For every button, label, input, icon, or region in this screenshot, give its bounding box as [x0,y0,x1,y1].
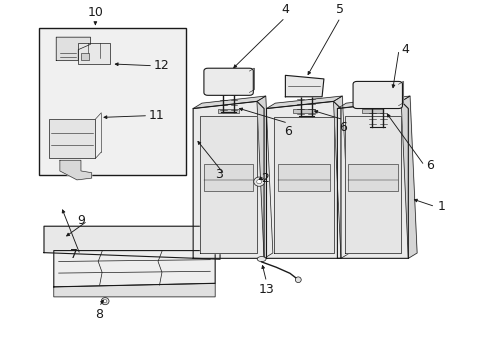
Ellipse shape [253,177,264,186]
Ellipse shape [101,298,109,305]
Polygon shape [54,251,215,287]
Text: 4: 4 [281,3,288,16]
Bar [362,109,383,113]
Polygon shape [257,96,272,258]
Polygon shape [266,102,340,258]
Polygon shape [54,283,215,297]
FancyBboxPatch shape [203,68,253,95]
Polygon shape [285,75,323,97]
Polygon shape [193,96,265,108]
Polygon shape [337,96,409,108]
Text: 10: 10 [87,6,103,19]
Polygon shape [398,81,403,106]
Text: 13: 13 [258,283,274,296]
Text: 6: 6 [426,159,433,172]
Bar [39,28,185,175]
Ellipse shape [257,257,265,262]
Polygon shape [56,37,90,60]
Text: 2: 2 [261,172,269,185]
Text: 9: 9 [78,215,85,228]
Polygon shape [273,117,333,253]
Bar [277,164,329,191]
FancyBboxPatch shape [352,81,402,108]
Polygon shape [60,160,92,180]
Ellipse shape [295,277,301,283]
Text: 11: 11 [149,109,164,122]
Polygon shape [333,96,349,258]
Bar [292,109,314,113]
Text: 6: 6 [284,125,291,138]
Bar [218,109,239,113]
Ellipse shape [103,300,106,303]
Polygon shape [200,116,257,253]
Bar [203,164,253,191]
Polygon shape [400,96,416,258]
Polygon shape [266,96,342,108]
Polygon shape [344,116,400,253]
Bar [78,42,110,64]
Ellipse shape [256,180,261,184]
Bar [347,164,397,191]
Text: 1: 1 [437,200,445,213]
Text: 6: 6 [339,121,346,134]
Text: 7: 7 [70,248,78,261]
Polygon shape [193,102,264,258]
Polygon shape [249,68,254,93]
Text: 5: 5 [336,3,344,16]
Text: 4: 4 [400,43,408,56]
Polygon shape [44,226,220,259]
Text: 3: 3 [214,168,222,181]
Bar [49,119,95,158]
Bar [81,53,89,60]
Polygon shape [337,102,407,258]
Text: 8: 8 [95,308,103,321]
Text: 12: 12 [154,59,169,72]
